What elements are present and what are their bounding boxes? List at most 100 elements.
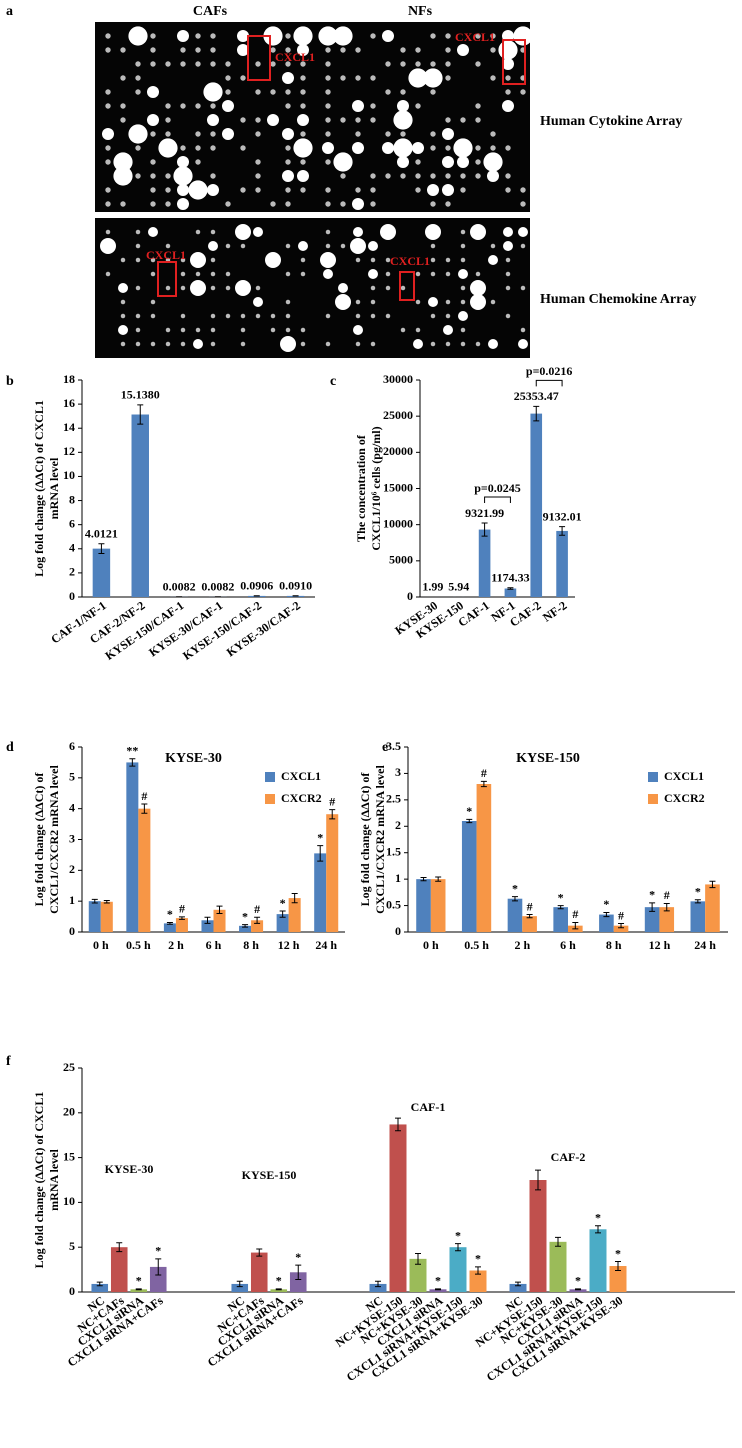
- array-dot: [282, 72, 294, 84]
- error-bar: [137, 404, 144, 425]
- array-dot: [208, 241, 218, 251]
- bar: [522, 916, 537, 932]
- y-tick-label: 20: [63, 1105, 75, 1119]
- y-tick-label: 0: [69, 589, 75, 603]
- array-dot: [340, 75, 346, 81]
- array-dot: [225, 271, 231, 277]
- array-dot: [505, 75, 511, 81]
- y-tick-label: 10: [63, 1194, 75, 1208]
- array-dot: [105, 201, 111, 207]
- array-dot: [285, 145, 291, 151]
- error-bar: [216, 905, 223, 914]
- array-dot: [235, 280, 251, 296]
- array-dot: [415, 159, 421, 165]
- bar: [91, 1283, 109, 1292]
- array-dot: [475, 341, 481, 347]
- array-dot: [475, 103, 481, 109]
- array-label: CXCL1: [146, 248, 186, 262]
- chart-title: KYSE-30: [165, 751, 222, 766]
- array-dot: [102, 128, 114, 140]
- array-dot: [300, 89, 306, 95]
- significance-marker: #: [329, 794, 335, 808]
- array-dot: [325, 47, 331, 53]
- array-dot: [400, 173, 406, 179]
- legend-label: CXCL1: [281, 769, 321, 783]
- array-dot: [475, 117, 481, 123]
- array-dot: [382, 142, 394, 154]
- array-dot: [113, 152, 133, 172]
- array-dot: [370, 341, 376, 347]
- array-dot: [333, 26, 353, 46]
- bar: [163, 923, 176, 932]
- array-dot: [318, 26, 338, 46]
- array-dot: [255, 131, 261, 137]
- array-dot: [445, 201, 451, 207]
- array-dot: [135, 89, 141, 95]
- array-dot: [460, 173, 466, 179]
- array-dot: [320, 252, 336, 268]
- array-dot: [505, 145, 511, 151]
- y-tick-label: 3.5: [386, 739, 401, 753]
- array-dot: [165, 327, 171, 333]
- bar: [409, 1258, 427, 1292]
- array-dot: [483, 152, 503, 172]
- array-label: CXCL1: [390, 254, 430, 268]
- bar: [553, 907, 568, 932]
- array-dot: [505, 313, 511, 319]
- array-dot: [322, 142, 334, 154]
- array-dot: [355, 341, 361, 347]
- array-dot: [210, 341, 216, 347]
- array-dot: [340, 243, 346, 249]
- array-dot: [165, 285, 171, 291]
- bar: [589, 1229, 607, 1292]
- error-bar: [96, 1281, 103, 1287]
- significance-marker: *: [603, 897, 609, 911]
- array-dot: [385, 131, 391, 137]
- bar: [529, 1180, 547, 1292]
- array-dot: [503, 227, 513, 237]
- array-dot: [300, 341, 306, 347]
- error-bar: [526, 914, 533, 919]
- array-dot: [460, 257, 466, 263]
- significance-marker: #: [527, 899, 533, 913]
- array-dot: [412, 142, 424, 154]
- error-bar: [91, 898, 98, 904]
- array-dot: [177, 156, 189, 168]
- array-dot: [270, 47, 276, 53]
- y-tick-label: 5: [69, 770, 75, 784]
- array-dot: [490, 131, 496, 137]
- array-dot: [520, 327, 526, 333]
- array-dot: [445, 47, 451, 53]
- array-dot: [285, 243, 291, 249]
- array-dot: [135, 285, 141, 291]
- error-bar: [572, 921, 579, 930]
- array-dot: [282, 128, 294, 140]
- array-dot: [150, 299, 156, 305]
- array-dot: [430, 257, 436, 263]
- bar: [270, 1289, 288, 1292]
- y-tick-label: 4: [69, 800, 75, 814]
- array-dot: [240, 75, 246, 81]
- y-tick-label: 25000: [383, 408, 413, 422]
- array-dot: [355, 75, 361, 81]
- array-dot: [408, 68, 428, 88]
- significance-marker: *: [136, 1274, 142, 1288]
- y-tick-label: 0: [69, 1284, 75, 1298]
- array-dot: [235, 224, 251, 240]
- array-dot: [300, 61, 306, 67]
- panel-letter: b: [6, 374, 14, 389]
- array-dot: [415, 47, 421, 53]
- array-dot: [475, 61, 481, 67]
- array-dot: [445, 341, 451, 347]
- array-dot: [470, 294, 486, 310]
- x-tick-label: 2 h: [168, 938, 184, 952]
- group-label: CAF-2: [551, 1150, 586, 1164]
- bar: [314, 853, 327, 932]
- error-bar: [317, 845, 324, 862]
- array-dot: [190, 280, 206, 296]
- value-label: 1.99: [422, 580, 443, 594]
- array-dot: [415, 271, 421, 277]
- array-dot: [457, 44, 469, 56]
- error-bar: [275, 1288, 282, 1291]
- y-tick-label: 14: [63, 420, 75, 434]
